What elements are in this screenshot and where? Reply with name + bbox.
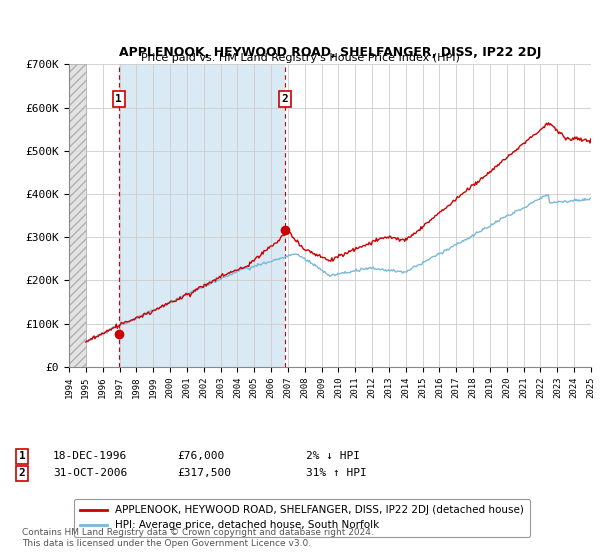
Text: 31% ↑ HPI: 31% ↑ HPI <box>306 468 367 478</box>
Text: 1: 1 <box>19 451 26 461</box>
Text: £317,500: £317,500 <box>177 468 231 478</box>
Text: 2: 2 <box>19 468 26 478</box>
Text: Contains HM Land Registry data © Crown copyright and database right 2024.
This d: Contains HM Land Registry data © Crown c… <box>22 528 374 548</box>
Text: Price paid vs. HM Land Registry's House Price Index (HPI): Price paid vs. HM Land Registry's House … <box>140 53 460 63</box>
Text: 18-DEC-1996: 18-DEC-1996 <box>53 451 127 461</box>
Title: APPLENOOK, HEYWOOD ROAD, SHELFANGER, DISS, IP22 2DJ: APPLENOOK, HEYWOOD ROAD, SHELFANGER, DIS… <box>119 46 541 59</box>
Text: 1: 1 <box>115 94 122 104</box>
Bar <box>119 64 285 367</box>
Bar <box>69 64 86 367</box>
Text: 2% ↓ HPI: 2% ↓ HPI <box>306 451 360 461</box>
Text: 31-OCT-2006: 31-OCT-2006 <box>53 468 127 478</box>
Text: 2: 2 <box>281 94 289 104</box>
Text: £76,000: £76,000 <box>177 451 224 461</box>
Legend: APPLENOOK, HEYWOOD ROAD, SHELFANGER, DISS, IP22 2DJ (detached house), HPI: Avera: APPLENOOK, HEYWOOD ROAD, SHELFANGER, DIS… <box>74 499 530 536</box>
